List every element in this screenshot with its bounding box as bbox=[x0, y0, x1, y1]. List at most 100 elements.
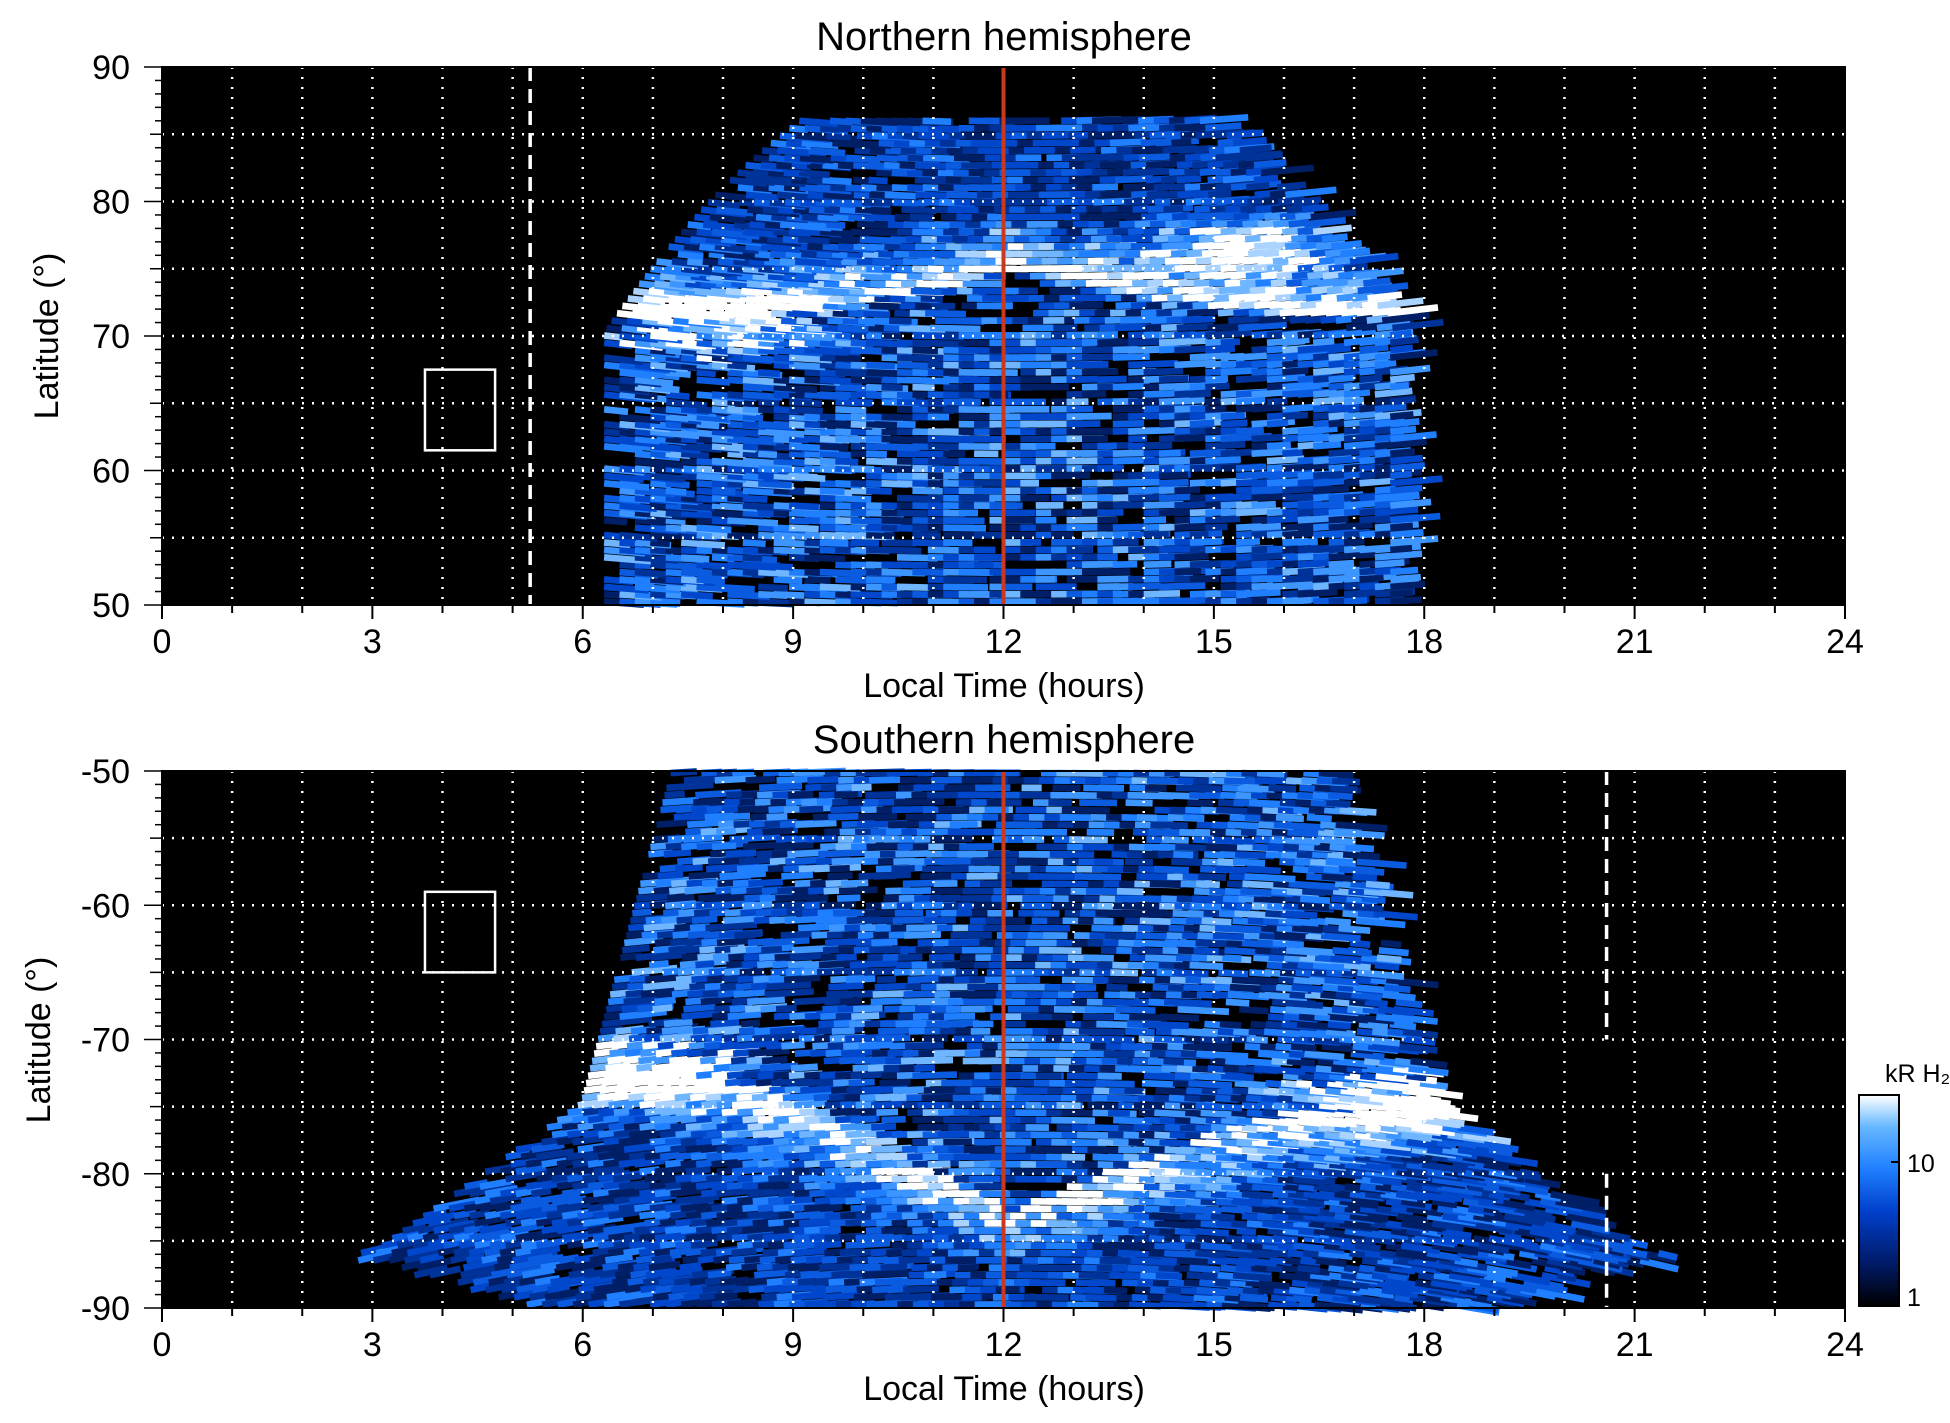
x-tick-label: 18 bbox=[1405, 623, 1443, 661]
emission-cell bbox=[742, 553, 763, 562]
emission-cell bbox=[758, 583, 788, 592]
emission-cell bbox=[788, 509, 827, 519]
emission-cell bbox=[1081, 390, 1107, 398]
emission-cell bbox=[962, 280, 1003, 288]
emission-cell bbox=[1097, 442, 1117, 450]
emission-cell bbox=[1107, 1094, 1142, 1103]
emission-cell bbox=[876, 1108, 899, 1117]
emission-cell bbox=[1066, 546, 1093, 554]
emission-cell bbox=[1390, 512, 1441, 524]
emission-cell bbox=[1112, 478, 1160, 487]
emission-cell bbox=[1297, 588, 1338, 598]
emission-cell bbox=[1081, 368, 1119, 376]
emission-cell bbox=[603, 583, 650, 594]
emission-cell bbox=[1004, 531, 1045, 539]
emission-cell bbox=[788, 524, 819, 533]
emission-cell bbox=[941, 1020, 968, 1028]
emission-cell bbox=[995, 1286, 1020, 1294]
emission-cell bbox=[1312, 477, 1345, 487]
emission-cell bbox=[1078, 1028, 1125, 1036]
emission-cell bbox=[912, 487, 943, 495]
emission-cell bbox=[1205, 404, 1227, 413]
emission-cell bbox=[1097, 464, 1124, 472]
emission-cell bbox=[1056, 1101, 1081, 1110]
emission-cell bbox=[634, 568, 668, 578]
emission-cell bbox=[896, 553, 938, 562]
emission-cell bbox=[962, 1293, 982, 1301]
emission-cell bbox=[1390, 498, 1432, 509]
emission-cell bbox=[974, 369, 1018, 377]
emission-cell bbox=[1189, 537, 1222, 546]
emission-cell bbox=[1251, 492, 1291, 502]
emission-cell bbox=[1220, 338, 1241, 347]
panel-title: Southern hemisphere bbox=[813, 718, 1195, 762]
emission-cell bbox=[974, 1182, 1003, 1190]
emission-cell bbox=[884, 191, 917, 200]
emission-cell bbox=[1143, 531, 1169, 539]
emission-cell bbox=[1158, 449, 1181, 458]
emission-cell bbox=[835, 406, 867, 415]
emission-cell bbox=[696, 531, 717, 540]
emission-cell bbox=[819, 1226, 841, 1235]
emission-cell bbox=[1106, 983, 1128, 992]
emission-cell bbox=[819, 443, 849, 451]
emission-cell bbox=[943, 539, 973, 547]
emission-cell bbox=[927, 413, 950, 421]
emission-cell bbox=[1328, 521, 1373, 532]
emission-cell bbox=[1328, 515, 1349, 524]
emission-cell bbox=[1374, 559, 1405, 569]
emission-cell bbox=[819, 583, 861, 592]
emission-cell bbox=[1025, 1146, 1077, 1154]
emission-cell bbox=[1343, 537, 1365, 546]
emission-cell bbox=[927, 598, 961, 606]
emission-cell bbox=[1189, 575, 1220, 583]
emission-cell bbox=[866, 576, 896, 584]
emission-cell bbox=[1015, 154, 1042, 162]
y-tick-label: 90 bbox=[92, 49, 130, 87]
emission-cell bbox=[898, 953, 923, 961]
emission-cell bbox=[881, 383, 903, 392]
emission-cell bbox=[696, 472, 747, 483]
emission-cell bbox=[848, 1078, 875, 1087]
emission-cell bbox=[1066, 398, 1089, 406]
emission-cell bbox=[1097, 1072, 1122, 1080]
emission-cell bbox=[1343, 588, 1385, 598]
emission-cell bbox=[943, 450, 966, 458]
emission-cell bbox=[888, 317, 912, 325]
emission-cell bbox=[1359, 574, 1384, 583]
emission-cell bbox=[1143, 500, 1184, 509]
y-axis-label: Latitude (°) bbox=[28, 253, 66, 420]
emission-cell bbox=[1081, 560, 1118, 569]
emission-cell bbox=[1297, 537, 1318, 546]
emission-cell bbox=[1051, 472, 1091, 480]
y-tick-label: 50 bbox=[92, 587, 130, 625]
emission-cell bbox=[1097, 331, 1118, 339]
emission-cell bbox=[881, 561, 902, 569]
emission-cell bbox=[912, 568, 947, 577]
emission-cell bbox=[1343, 498, 1396, 509]
emission-cell bbox=[1312, 484, 1350, 495]
emission-cell bbox=[1007, 1006, 1041, 1013]
emission-cell bbox=[804, 576, 831, 584]
emission-cell bbox=[1115, 1006, 1156, 1014]
emission-cell bbox=[1051, 531, 1074, 539]
emission-cell bbox=[742, 494, 768, 503]
emission-cell bbox=[961, 176, 993, 184]
emission-cell bbox=[910, 213, 934, 222]
emission-cell bbox=[1061, 1153, 1086, 1161]
emission-cell bbox=[1085, 1293, 1117, 1302]
emission-cell bbox=[1390, 522, 1414, 532]
emission-cell bbox=[850, 502, 871, 510]
emission-cell bbox=[819, 487, 845, 496]
emission-cell bbox=[974, 561, 994, 569]
emission-cell bbox=[1108, 976, 1145, 985]
emission-cell bbox=[1081, 487, 1103, 495]
emission-cell bbox=[1390, 580, 1426, 591]
emission-cell bbox=[1015, 1109, 1048, 1117]
emission-cell bbox=[619, 531, 658, 542]
emission-cell bbox=[1205, 375, 1229, 384]
emission-cell bbox=[650, 472, 686, 483]
emission-cell bbox=[1390, 573, 1422, 583]
emission-cell bbox=[916, 1056, 954, 1065]
